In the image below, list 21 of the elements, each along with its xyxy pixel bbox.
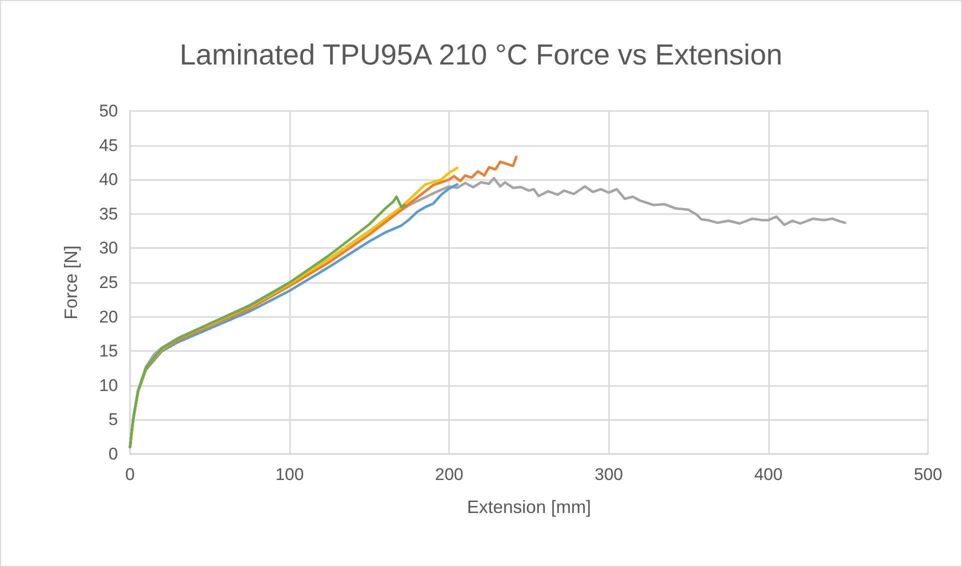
y-tick-label: 35 [99, 204, 118, 224]
y-tick-label: 10 [99, 376, 118, 395]
y-tick-label: 30 [99, 238, 118, 258]
x-tick-label: 100 [275, 465, 304, 484]
x-tick-label: 200 [435, 465, 464, 484]
line-series [128, 196, 406, 448]
y-tick-label: 40 [99, 170, 118, 190]
y-tick-label: 0 [108, 444, 118, 464]
x-tick-label: 300 [594, 465, 623, 484]
x-axis-title: Extension [mm] [466, 497, 592, 517]
y-tick-label: 15 [99, 342, 118, 361]
y-tick-label: 45 [99, 136, 118, 155]
y-tick-label: 25 [99, 273, 118, 292]
x-tick-label: 500 [914, 465, 942, 484]
x-tick-label: 0 [125, 465, 135, 484]
y-tick-label: 50 [99, 102, 118, 120]
chart-title: Laminated TPU95A 210 °C Force vs Extension [180, 40, 782, 72]
x-tick-label: 400 [754, 465, 783, 484]
y-tick-label: 5 [108, 410, 118, 430]
y-axis-title: Force [N] [61, 245, 81, 320]
y-tick-label: 20 [99, 307, 118, 326]
